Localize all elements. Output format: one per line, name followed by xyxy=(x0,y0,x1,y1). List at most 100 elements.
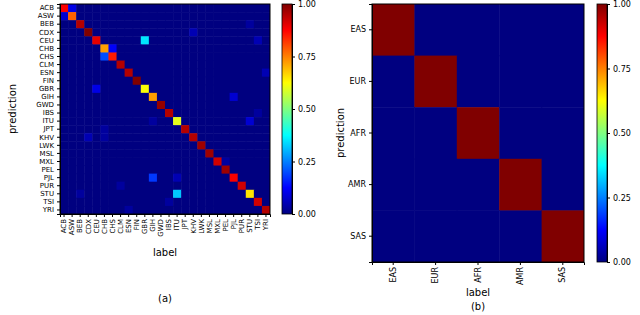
cell xyxy=(76,93,85,102)
y-tick-label: PUR xyxy=(40,182,54,190)
colorbar-tick-label: 0.25 xyxy=(613,194,631,203)
cell xyxy=(213,101,222,110)
cell xyxy=(125,109,134,118)
cell xyxy=(84,109,93,118)
cell xyxy=(238,109,247,118)
cell xyxy=(108,157,117,166)
x-tick-label: MXL xyxy=(214,219,222,234)
cell xyxy=(254,109,263,118)
colorbar-axis-line xyxy=(608,5,611,263)
cell xyxy=(125,44,134,53)
cell xyxy=(238,77,247,86)
cell xyxy=(173,101,182,110)
cell xyxy=(173,149,182,158)
cell xyxy=(125,198,134,207)
cell xyxy=(213,12,222,21)
cell xyxy=(133,125,142,134)
y-tick-mark xyxy=(57,161,60,162)
cell xyxy=(189,4,198,13)
cell xyxy=(141,44,150,53)
cell xyxy=(76,166,85,175)
cell xyxy=(254,77,263,86)
colorbar-tick-label: 0.75 xyxy=(298,53,316,62)
cell xyxy=(181,36,190,45)
cell xyxy=(108,182,117,191)
cell xyxy=(254,36,263,45)
cell xyxy=(60,133,69,142)
cell xyxy=(117,20,126,29)
cell xyxy=(60,157,69,166)
x-tick: AMR xyxy=(516,262,525,285)
cell xyxy=(133,206,142,214)
cell xyxy=(108,117,117,126)
x-tick: STU xyxy=(246,214,254,233)
x-tick-mark xyxy=(104,214,105,217)
cell xyxy=(133,85,142,94)
cell xyxy=(76,85,85,94)
cell xyxy=(68,28,77,37)
cell xyxy=(68,77,77,86)
cell xyxy=(108,190,117,199)
cell xyxy=(60,182,69,191)
cell xyxy=(238,198,247,207)
cell xyxy=(254,141,263,150)
cell xyxy=(213,52,222,61)
cell xyxy=(197,69,206,78)
cell xyxy=(117,125,126,134)
cell xyxy=(254,166,263,175)
cell xyxy=(165,61,174,70)
x-tick-label: CHS xyxy=(109,218,117,233)
cell xyxy=(133,69,142,78)
cell xyxy=(205,109,214,118)
cell xyxy=(262,44,270,53)
x-tick-mark xyxy=(249,214,250,217)
cell xyxy=(222,149,231,158)
cell xyxy=(254,28,263,37)
cell xyxy=(189,77,198,86)
cell xyxy=(100,101,109,110)
cell xyxy=(100,206,109,214)
cell xyxy=(246,36,255,45)
cell xyxy=(197,52,206,61)
cell xyxy=(189,149,198,158)
x-tick-mark xyxy=(144,214,145,217)
y-tick-label: ITU xyxy=(43,117,54,125)
cell xyxy=(68,174,77,183)
cell xyxy=(457,159,500,211)
cell xyxy=(157,198,166,207)
cell xyxy=(254,101,263,110)
cell xyxy=(84,206,93,214)
cell xyxy=(173,206,182,214)
cell xyxy=(238,61,247,70)
cell xyxy=(117,117,126,126)
y-tick-mark xyxy=(369,236,372,237)
cell xyxy=(133,157,142,166)
x-tick-label: TSI xyxy=(254,219,262,231)
cell xyxy=(92,125,101,134)
cell xyxy=(133,166,142,175)
cell xyxy=(262,93,270,102)
cell xyxy=(165,28,174,37)
cell xyxy=(457,210,500,262)
y-tick: ITU xyxy=(43,117,60,125)
x-tick-mark xyxy=(64,214,65,217)
colorbar-tick: 0.25 xyxy=(292,158,316,167)
x-tick: SAS xyxy=(558,262,567,283)
cell xyxy=(157,28,166,37)
x-tick-mark xyxy=(520,262,521,265)
cell xyxy=(92,182,101,191)
cell xyxy=(84,157,93,166)
cell xyxy=(189,44,198,53)
cell xyxy=(254,174,263,183)
cell xyxy=(165,36,174,45)
cell xyxy=(205,133,214,142)
colorbar-axis: 0.000.250.500.751.00 xyxy=(292,0,316,219)
cell xyxy=(133,117,142,126)
cell xyxy=(133,20,142,29)
colorbar xyxy=(597,4,607,262)
cell xyxy=(165,182,174,191)
cell xyxy=(100,182,109,191)
cell xyxy=(92,85,101,94)
cell xyxy=(213,190,222,199)
cell xyxy=(149,4,158,13)
